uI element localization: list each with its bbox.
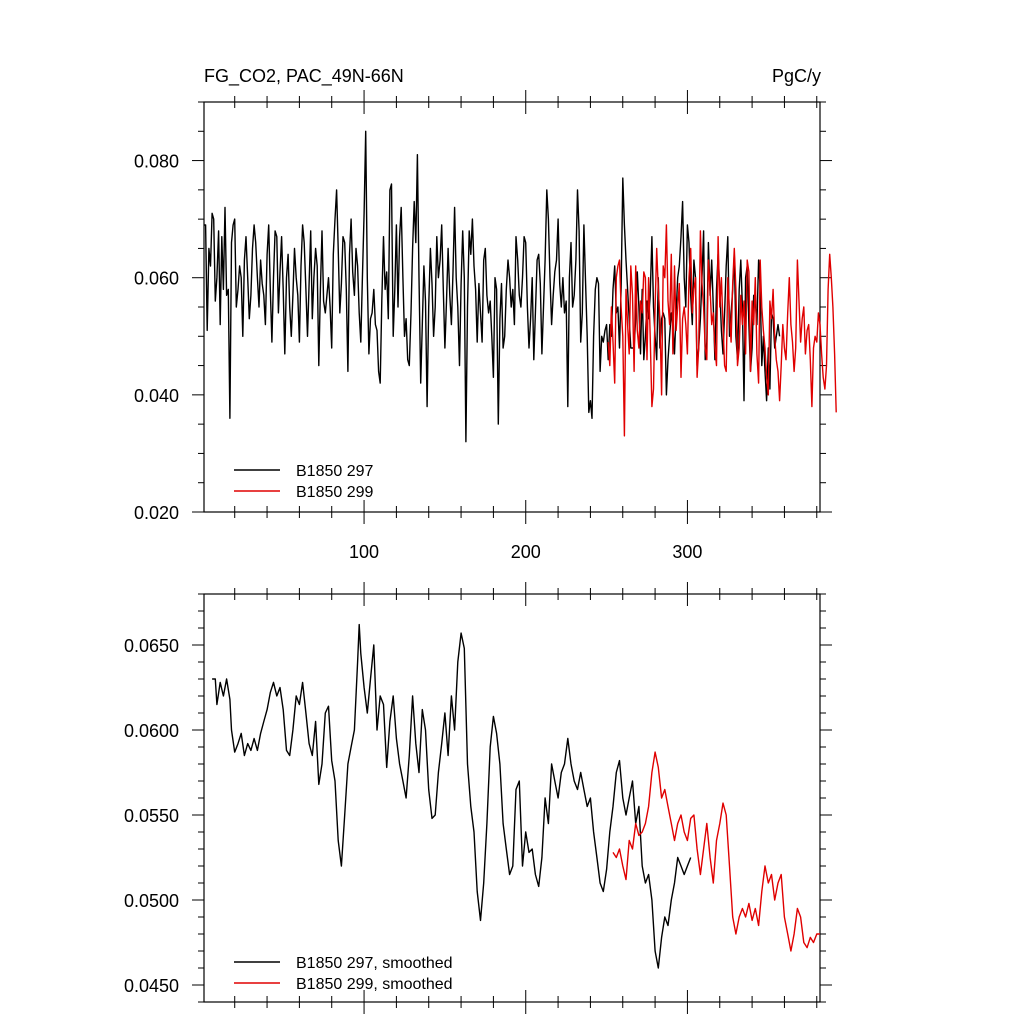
top-chart-title: FG_CO2, PAC_49N-66N (204, 66, 404, 87)
top-series-line-b1850-299 (607, 224, 837, 437)
legend-label-b1850-299-smoothed: B1850 299, smoothed (296, 976, 453, 993)
bottom-y-tick-label: 0.0600 (124, 721, 179, 741)
top-chart-units: PgC/y (772, 66, 821, 86)
bottom-y-tick-label: 0.0450 (124, 976, 179, 996)
bottom-plot-frame (203, 593, 821, 1003)
bottom-series-group (212, 623, 820, 969)
bottom-y-tick-label: 0.0650 (124, 636, 179, 656)
top-x-tick-label: 200 (511, 542, 541, 562)
top-panel: FG_CO2, PAC_49N-66N PgC/y 100 200 300 0.020… (134, 66, 837, 562)
top-legend: B1850 297 B1850 299 (234, 463, 374, 501)
top-series-line-b1850-297 (204, 130, 781, 443)
legend-label-b1850-297: B1850 297 (296, 463, 374, 480)
top-series-group (204, 130, 837, 443)
bottom-y-tick-label: 0.0500 (124, 891, 179, 911)
bottom-y-tick-label: 0.0550 (124, 806, 179, 826)
bottom-panel: 0.0450 0.0500 0.0550 0.0600 0.0650 B1850 297… (124, 582, 832, 1014)
top-x-tick-label: 100 (349, 542, 379, 562)
top-axis-labels: 100 200 300 0.020 0.040 0.060 0.080 (134, 152, 702, 562)
top-y-tick-label: 0.060 (134, 269, 179, 289)
top-y-tick-label: 0.080 (134, 152, 179, 172)
bottom-axis-ticks (192, 582, 832, 1014)
bottom-legend: B1850 297, smoothed B1850 299, smoothed (234, 955, 453, 993)
legend-label-b1850-297-smoothed: B1850 297, smoothed (296, 955, 453, 972)
bottom-axis-labels: 0.0450 0.0500 0.0550 0.0600 0.0650 (124, 636, 179, 996)
top-x-tick-label: 300 (672, 542, 702, 562)
legend-label-b1850-299: B1850 299 (296, 484, 374, 501)
top-axis-ticks (192, 90, 832, 524)
bottom-series-line-b1850-297-smoothed (212, 623, 692, 969)
top-y-tick-label: 0.020 (134, 503, 179, 523)
bottom-series-line-b1850-299-smoothed (612, 751, 820, 952)
top-y-tick-label: 0.040 (134, 386, 179, 406)
